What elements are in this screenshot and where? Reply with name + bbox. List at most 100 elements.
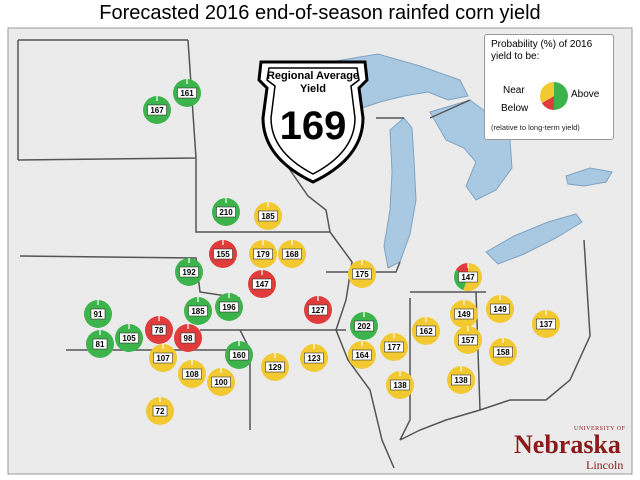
site-yield-label: 81	[96, 340, 105, 349]
site-label-box	[151, 324, 167, 336]
site-yield-label: 161	[180, 89, 194, 98]
site-label-box	[258, 210, 278, 222]
site-marker: 107	[149, 344, 177, 372]
site-label-box	[180, 332, 196, 344]
site-yield-label: 177	[387, 343, 401, 352]
site-label-box	[211, 376, 231, 388]
site-label-box	[390, 379, 410, 391]
site-label-box	[179, 266, 199, 278]
state-border-ohio-east	[545, 239, 591, 401]
site-yield-label: 179	[256, 250, 270, 259]
site-marker: 147	[248, 270, 276, 298]
logo-campus-text: Lincoln	[586, 458, 624, 472]
state-border-illinois-indiana	[399, 298, 411, 441]
site-yield-label: 72	[156, 407, 165, 416]
legend: Probability (%) of 2016 yield to be: Nea…	[484, 34, 614, 140]
site-marker: 185	[254, 202, 282, 230]
logo-university-text: UNIVERSITY OF	[574, 426, 626, 432]
site-label-box	[90, 308, 106, 320]
site-marker: 149	[486, 295, 514, 323]
site-label-box	[352, 349, 372, 361]
legend-below-label: Below	[501, 103, 529, 114]
lake-erie	[485, 213, 583, 265]
site-yield-label: 107	[156, 354, 170, 363]
site-marker: 78	[145, 316, 173, 344]
site-yield-label: 100	[214, 378, 228, 387]
site-label-box	[92, 338, 108, 350]
site-yield-label: 210	[219, 208, 233, 217]
site-label-box	[188, 305, 208, 317]
site-label-box	[216, 206, 236, 218]
site-marker: 108	[178, 360, 206, 388]
site-yield-label: 149	[457, 310, 471, 319]
site-yield-label: 108	[185, 370, 199, 379]
lake-ontario	[565, 167, 613, 187]
site-label-box	[490, 303, 510, 315]
shield-icon	[257, 60, 369, 184]
site-label-box	[493, 346, 513, 358]
site-marker: 192	[175, 258, 203, 286]
site-marker: 138	[386, 371, 414, 399]
site-yield-label: 196	[222, 303, 236, 312]
site-yield-label: 192	[182, 268, 196, 277]
site-label-box	[308, 304, 328, 316]
site-label-box	[253, 248, 273, 260]
site-label-box	[354, 320, 374, 332]
site-yield-label: 185	[191, 307, 205, 316]
legend-note: (relative to long-term yield)	[491, 123, 580, 132]
site-marker: 138	[447, 366, 475, 394]
site-label-box	[229, 349, 249, 361]
site-yield-label: 91	[94, 310, 103, 319]
site-label-box	[265, 361, 285, 373]
site-marker: 196	[215, 293, 243, 321]
site-marker: 175	[348, 260, 376, 288]
site-yield-label: 138	[393, 381, 407, 390]
site-marker: 179	[249, 240, 277, 268]
site-yield-label: 155	[216, 250, 230, 259]
site-yield-label: 105	[122, 334, 136, 343]
site-label-box	[454, 308, 474, 320]
site-yield-label: 98	[184, 334, 193, 343]
site-label-box	[177, 87, 197, 99]
site-label-box	[153, 352, 173, 364]
site-yield-label: 168	[285, 250, 299, 259]
site-marker: 98	[174, 324, 202, 352]
site-yield-label: 202	[357, 322, 371, 331]
site-marker: 185	[184, 297, 212, 325]
site-yield-label: 137	[539, 320, 553, 329]
site-marker: 168	[278, 240, 306, 268]
site-yield-label: 147	[461, 273, 475, 282]
legend-above-label: Above	[571, 89, 600, 100]
site-marker: 129	[261, 353, 289, 381]
site-label-box	[451, 374, 471, 386]
site-marker: 160	[225, 341, 253, 369]
legend-near-label: Near	[503, 85, 525, 96]
site-yield-label: 123	[307, 354, 321, 363]
shield-label: Regional Average Yield	[266, 70, 360, 95]
site-yield-label: 149	[493, 305, 507, 314]
state-border-ohio-river	[399, 399, 546, 441]
site-yield-label: 164	[355, 351, 369, 360]
site-yield-label: 129	[268, 363, 282, 372]
site-yield-label: 157	[461, 336, 475, 345]
site-yield-label: 185	[261, 212, 275, 221]
lake-michigan	[383, 117, 417, 269]
site-marker: 72	[146, 397, 174, 425]
site-marker: 123	[300, 344, 328, 372]
site-markers: 161 167 210 185 155 179 168 147 192 175 147 91 196 18…	[84, 79, 560, 425]
shield-value: 169	[279, 104, 347, 148]
site-marker: 164	[348, 341, 376, 369]
site-label-box	[304, 352, 324, 364]
site-yield-label: 160	[232, 351, 246, 360]
site-yield-label: 158	[496, 348, 510, 357]
site-label-box	[119, 332, 139, 344]
site-label-box	[384, 341, 404, 353]
logo-name-text: Nebraska	[514, 430, 621, 459]
site-marker: 100	[207, 368, 235, 396]
site-yield-label: 147	[255, 280, 269, 289]
site-label-box	[213, 248, 233, 260]
site-yield-label: 162	[419, 327, 433, 336]
site-marker: 137	[532, 310, 560, 338]
site-label-box	[252, 278, 272, 290]
